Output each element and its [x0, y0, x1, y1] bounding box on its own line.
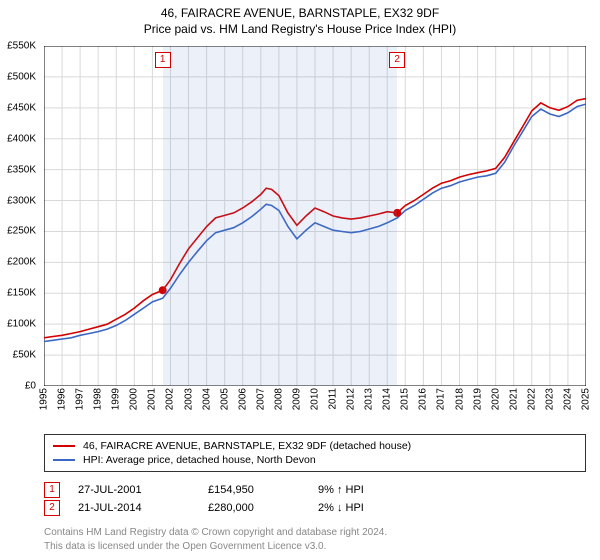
sales-price: £280,000: [208, 502, 318, 514]
x-tick-label: 2012: [346, 388, 357, 410]
legend-row: HPI: Average price, detached house, Nort…: [53, 453, 577, 467]
x-axis-labels: 1995199619971998199920002001200220032004…: [44, 386, 586, 426]
x-tick-label: 1996: [57, 388, 68, 410]
y-tick-label: £50K: [13, 350, 36, 361]
x-tick-label: 1995: [39, 388, 50, 410]
x-tick-label: 2018: [454, 388, 465, 410]
x-tick-label: 2016: [418, 388, 429, 410]
y-tick-label: £150K: [7, 288, 36, 299]
x-tick-label: 2022: [526, 388, 537, 410]
x-tick-label: 2019: [472, 388, 483, 410]
y-tick-label: £0: [25, 381, 36, 392]
x-tick-label: 2017: [436, 388, 447, 410]
x-tick-label: 2003: [183, 388, 194, 410]
x-tick-label: 2010: [310, 388, 321, 410]
y-tick-label: £400K: [7, 133, 36, 144]
x-tick-label: 2005: [219, 388, 230, 410]
shaded-region: [163, 46, 398, 386]
sales-row: 1 27-JUL-2001£154,9509% ↑ HPI: [44, 482, 586, 498]
x-tick-label: 2007: [255, 388, 266, 410]
sales-date: 21-JUL-2014: [78, 502, 208, 514]
x-tick-label: 2001: [147, 388, 158, 410]
sales-marker: 2: [44, 500, 60, 516]
y-tick-label: £100K: [7, 319, 36, 330]
x-tick-label: 2009: [291, 388, 302, 410]
x-tick-label: 2013: [364, 388, 375, 410]
sales-date: 27-JUL-2001: [78, 484, 208, 496]
x-tick-label: 2004: [201, 388, 212, 410]
y-tick-label: £200K: [7, 257, 36, 268]
x-tick-label: 2002: [165, 388, 176, 410]
y-tick-label: £300K: [7, 195, 36, 206]
sales-marker: 1: [44, 482, 60, 498]
sale-marker-box: 2: [389, 52, 405, 68]
x-tick-label: 2000: [129, 388, 140, 410]
x-tick-label: 2011: [328, 388, 339, 410]
sales-table: 1 27-JUL-2001£154,9509% ↑ HPI 2 21-JUL-2014…: [44, 482, 586, 516]
legend-row: 46, FAIRACRE AVENUE, BARNSTAPLE, EX32 9D…: [53, 439, 577, 453]
chart-subtitle: Price paid vs. HM Land Registry's House …: [0, 22, 600, 36]
y-tick-label: £450K: [7, 102, 36, 113]
x-tick-label: 2020: [490, 388, 501, 410]
legend-label: HPI: Average price, detached house, Nort…: [83, 454, 316, 466]
chart-titles: 46, FAIRACRE AVENUE, BARNSTAPLE, EX32 9D…: [0, 0, 600, 36]
x-tick-label: 2014: [382, 388, 393, 410]
sales-price: £154,950: [208, 484, 318, 496]
y-axis-labels: £0£50K£100K£150K£200K£250K£300K£350K£400…: [0, 46, 40, 386]
x-tick-label: 1997: [75, 388, 86, 410]
x-tick-label: 2024: [562, 388, 573, 410]
legend: 46, FAIRACRE AVENUE, BARNSTAPLE, EX32 9D…: [44, 434, 586, 472]
legend-swatch: [53, 459, 75, 461]
sales-delta: 2% ↓ HPI: [318, 502, 364, 514]
x-tick-label: 1998: [93, 388, 104, 410]
x-tick-label: 2025: [581, 388, 592, 410]
plot-inner: 12: [44, 46, 586, 386]
y-tick-label: £500K: [7, 71, 36, 82]
x-tick-label: 2008: [273, 388, 284, 410]
sale-marker-box: 1: [155, 52, 171, 68]
x-tick-label: 2015: [400, 388, 411, 410]
x-tick-label: 2021: [508, 388, 519, 410]
legend-label: 46, FAIRACRE AVENUE, BARNSTAPLE, EX32 9D…: [83, 440, 411, 452]
legend-swatch: [53, 445, 75, 447]
y-tick-label: £350K: [7, 164, 36, 175]
chart-title: 46, FAIRACRE AVENUE, BARNSTAPLE, EX32 9D…: [0, 6, 600, 20]
chart-container: 46, FAIRACRE AVENUE, BARNSTAPLE, EX32 9D…: [0, 0, 600, 553]
y-tick-label: £550K: [7, 41, 36, 52]
x-tick-label: 1999: [111, 388, 122, 410]
footer-line-1: Contains HM Land Registry data © Crown c…: [44, 526, 586, 540]
plot-area: £0£50K£100K£150K£200K£250K£300K£350K£400…: [44, 46, 586, 386]
footer-line-2: This data is licensed under the Open Gov…: [44, 540, 586, 554]
footer: Contains HM Land Registry data © Crown c…: [44, 526, 586, 553]
y-tick-label: £250K: [7, 226, 36, 237]
sales-delta: 9% ↑ HPI: [318, 484, 364, 496]
sales-row: 2 21-JUL-2014£280,0002% ↓ HPI: [44, 500, 586, 516]
x-tick-label: 2023: [544, 388, 555, 410]
x-tick-label: 2006: [237, 388, 248, 410]
